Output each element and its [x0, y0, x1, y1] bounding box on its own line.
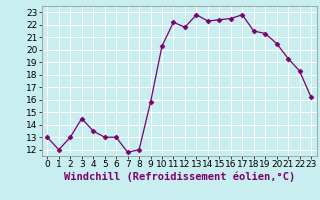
X-axis label: Windchill (Refroidissement éolien,°C): Windchill (Refroidissement éolien,°C) — [64, 172, 295, 182]
